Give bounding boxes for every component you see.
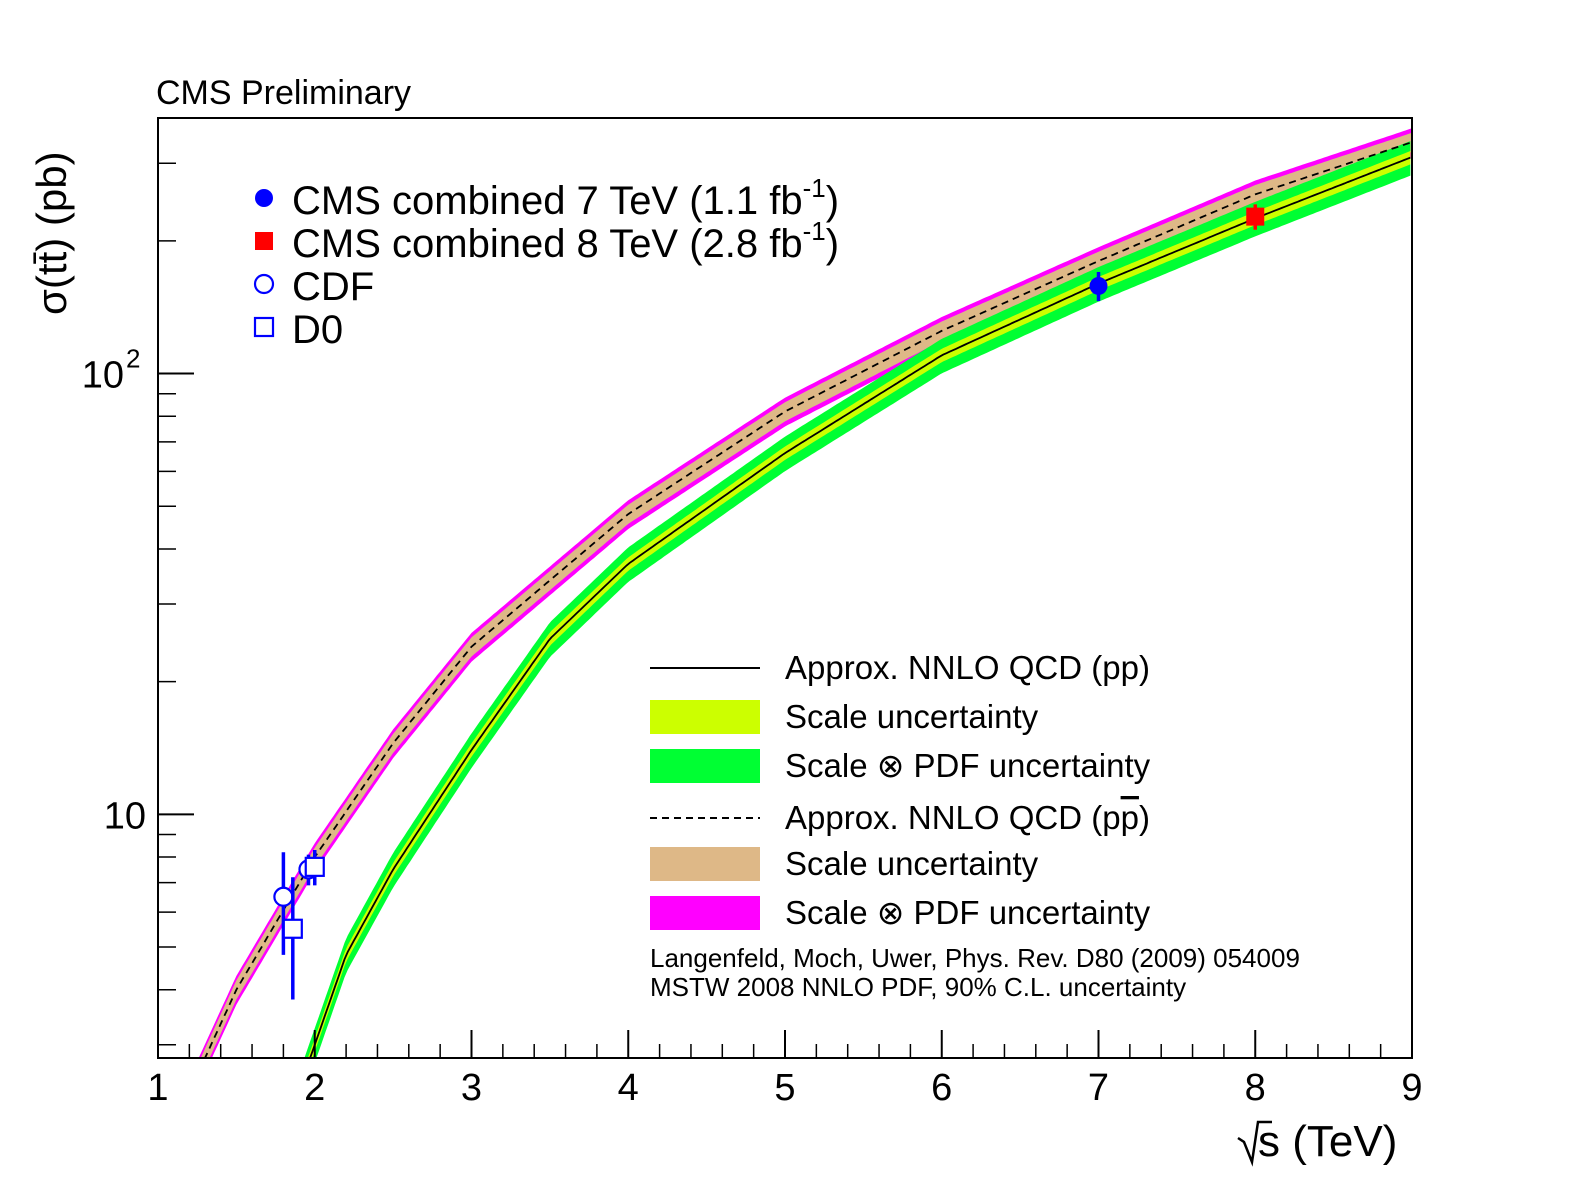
legend-fill-swatch (650, 749, 760, 783)
y-tick-label: 10 (104, 795, 146, 837)
legend-theory: Approx. NNLO QCD (pp) Scale uncertainty Sc… (650, 649, 1151, 931)
y-tick-label: 10 (82, 355, 124, 397)
measurement-points (273, 204, 1265, 1000)
legend-label: CMS combined 8 TeV (2.8 fb-1) (292, 216, 839, 266)
legend-label: CDF (292, 265, 374, 309)
legend-label: Scale uncertainty (785, 698, 1039, 735)
data-point-open-square (304, 856, 325, 877)
chart-title: CMS Preliminary (156, 74, 411, 112)
legend-label: D0 (292, 308, 343, 352)
legend-marker-filled-square (255, 232, 273, 250)
legend-marker-filled-circle (255, 189, 273, 207)
legend-label: Approx. NNLO QCD (pp) (785, 799, 1150, 836)
x-tick-label: 9 (1401, 1067, 1422, 1109)
y-axis-label: σ(tt̄) (pb) (28, 151, 75, 315)
legend-label: Scale ⊗ PDF uncertainty (785, 747, 1151, 784)
theory-curves (204, 141, 1412, 1058)
legend-marker-open-square (253, 316, 275, 338)
data-point-open-square (282, 918, 303, 939)
legend-fill-swatch (650, 700, 760, 734)
citation-line: Langenfeld, Moch, Uwer, Phys. Rev. D80 (… (650, 943, 1300, 973)
legend-label: CMS combined 7 TeV (1.1 fb-1) (292, 173, 839, 223)
sqrt-sign (1237, 1120, 1272, 1167)
x-axis-label-text: s (TeV) (1258, 1117, 1397, 1166)
x-tick-label: 7 (1088, 1067, 1109, 1109)
y-tick-label-exponent: 2 (126, 344, 140, 374)
legend-label: Scale uncertainty (785, 845, 1039, 882)
x-tick-label: 1 (147, 1067, 168, 1109)
x-tick-label: 4 (618, 1067, 639, 1109)
legend-marker-open-circle (253, 273, 275, 295)
citation-line: MSTW 2008 NNLO PDF, 90% C.L. uncertainty (650, 972, 1186, 1002)
x-tick-label: 5 (774, 1067, 795, 1109)
x-tick-label: 8 (1245, 1067, 1266, 1109)
data-point-open-circle (273, 886, 294, 907)
citation-annotations: Langenfeld, Moch, Uwer, Phys. Rev. D80 (… (650, 943, 1300, 1002)
data-point-filled-circle (1089, 276, 1108, 295)
pp-central-curve (309, 156, 1411, 1058)
legend-measurements: CMS combined 7 TeV (1.1 fb-1)CMS combine… (253, 173, 839, 352)
ppbar-central-curve (204, 141, 1412, 1058)
x-tick-label: 3 (461, 1067, 482, 1109)
legend-fill-swatch (650, 896, 760, 930)
x-axis-label: s (TeV) (1237, 1117, 1397, 1167)
legend-fill-swatch (650, 847, 760, 881)
x-tick-label: 6 (931, 1067, 952, 1109)
legend-label: Scale ⊗ PDF uncertainty (785, 894, 1151, 931)
x-tick-label: 2 (304, 1067, 325, 1109)
data-point-filled-square (1246, 207, 1265, 226)
legend-label: Approx. NNLO QCD (pp) (785, 649, 1150, 686)
